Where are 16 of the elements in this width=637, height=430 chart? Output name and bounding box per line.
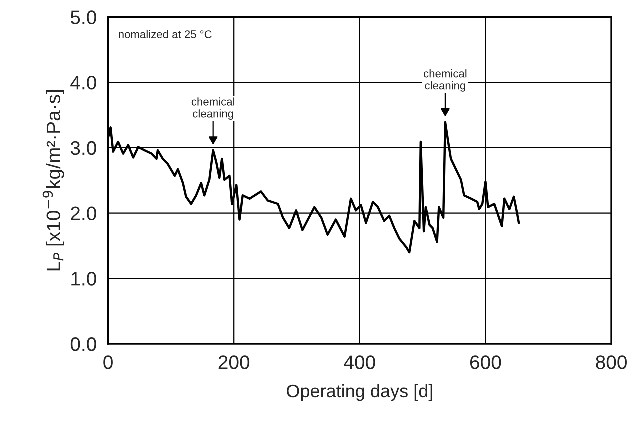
x-tick-label: 0 bbox=[104, 356, 113, 370]
y-tick-label: 2.0 bbox=[71, 206, 96, 221]
annotation: chemical cleaning bbox=[424, 70, 467, 92]
annotation: nomalized at 25 °C bbox=[119, 30, 212, 38]
x-tick-label: 600 bbox=[470, 356, 502, 370]
x-tick-label: 200 bbox=[218, 356, 250, 370]
y-tick-label: 4.0 bbox=[70, 76, 96, 90]
annotation: chemical cleaning bbox=[192, 98, 235, 120]
x-tick-label: 800 bbox=[596, 356, 627, 370]
x-axis-title: Operating days [d] bbox=[286, 384, 432, 402]
x-tick-label: 400 bbox=[344, 356, 376, 370]
y-tick-label: 3.0 bbox=[70, 141, 96, 156]
y-axis-title: L$_{P}$ [x10$^{−9}$kg/m²·Pa·s] bbox=[42, 90, 64, 271]
y-tick-label: 5.0 bbox=[70, 10, 96, 24]
y-tick-label: 0.0 bbox=[70, 337, 96, 352]
y-tick-label: 1.0 bbox=[72, 272, 96, 286]
